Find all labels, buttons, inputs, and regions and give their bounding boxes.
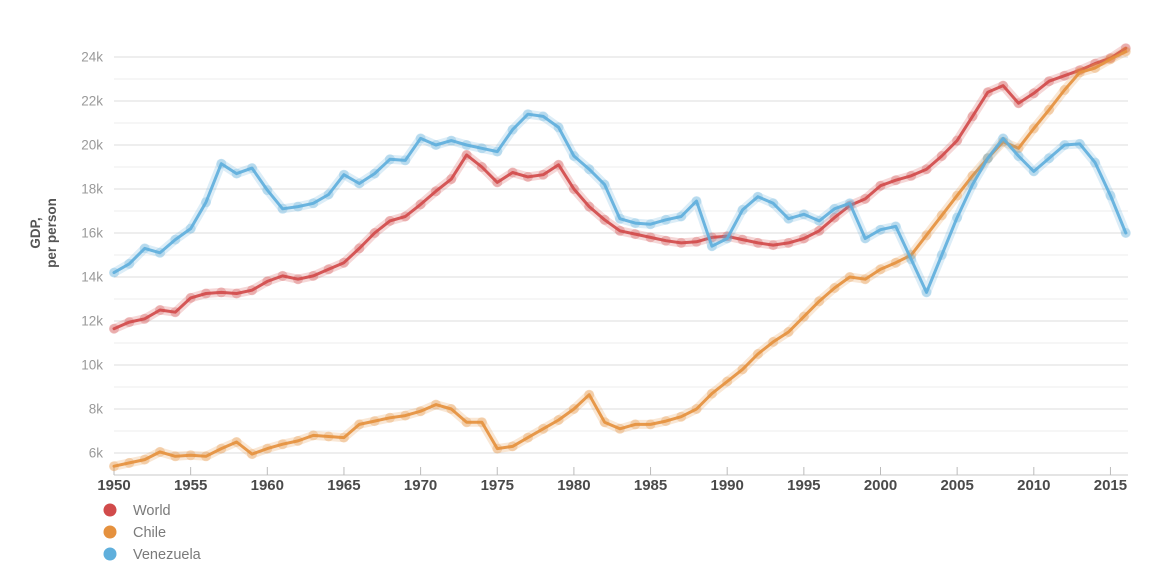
legend-item-world[interactable]: World (103, 503, 171, 519)
series-venezuela-line[interactable] (109, 109, 1131, 298)
y-tick-label-22k: 22k (81, 94, 103, 109)
y-axis-title: GDP, per person (28, 198, 59, 268)
legend: World Chile Venezuela (103, 503, 202, 563)
x-tick-label-1990: 1990 (711, 477, 744, 494)
series-chile-line[interactable] (109, 46, 1131, 472)
y-tick-label-10k: 10k (81, 358, 103, 373)
x-tick-label-1975: 1975 (481, 477, 514, 494)
y-tick-label-18k: 18k (81, 182, 103, 197)
legend-dot-world (103, 503, 117, 517)
series-venezuela-markers (109, 109, 1131, 298)
series-world-core (112, 46, 1128, 331)
x-tick-label-1970: 1970 (404, 477, 437, 494)
legend-item-chile[interactable]: Chile (103, 525, 167, 541)
y-axis-title-line2: per person (44, 198, 59, 268)
legend-dot-chile (103, 525, 117, 539)
x-tick-label-2000: 2000 (864, 477, 897, 494)
x-tick-label-2005: 2005 (940, 477, 973, 494)
x-tick-label-1980: 1980 (557, 477, 590, 494)
y-tick-label-24k: 24k (81, 50, 103, 65)
x-tick-label-2010: 2010 (1017, 477, 1050, 494)
legend-label-world: World (133, 503, 171, 519)
x-tick-label-1950: 1950 (97, 477, 130, 494)
y-tick-label-20k: 20k (81, 138, 103, 153)
axis-layer: 6k 8k 10k 12k 14k 16k 18k 20k 22k 24k 1950 1955 1960… (81, 50, 1127, 495)
x-tick-label-1995: 1995 (787, 477, 820, 494)
x-tick-label-2015: 2015 (1094, 477, 1127, 494)
y-tick-label-8k: 8k (89, 402, 104, 417)
series-world-line[interactable] (109, 43, 1131, 334)
series-chile-core (112, 50, 1128, 468)
legend-label-venezuela: Venezuela (133, 547, 202, 563)
x-tick-label-1985: 1985 (634, 477, 667, 494)
x-tick-label-1955: 1955 (174, 477, 207, 494)
series-layer (109, 43, 1131, 472)
legend-label-chile: Chile (133, 525, 166, 541)
x-tick-label-1960: 1960 (251, 477, 284, 494)
series-venezuela-halo (109, 109, 1131, 297)
y-tick-label-14k: 14k (81, 270, 103, 285)
y-axis-title-line1: GDP, (28, 217, 43, 248)
y-tick-label-12k: 12k (81, 314, 103, 329)
legend-dot-venezuela (103, 547, 117, 561)
legend-item-venezuela[interactable]: Venezuela (103, 547, 202, 563)
series-venezuela-core (112, 112, 1128, 294)
x-tick-label-1965: 1965 (327, 477, 360, 494)
y-tick-label-16k: 16k (81, 226, 103, 241)
y-tick-label-6k: 6k (89, 446, 104, 461)
